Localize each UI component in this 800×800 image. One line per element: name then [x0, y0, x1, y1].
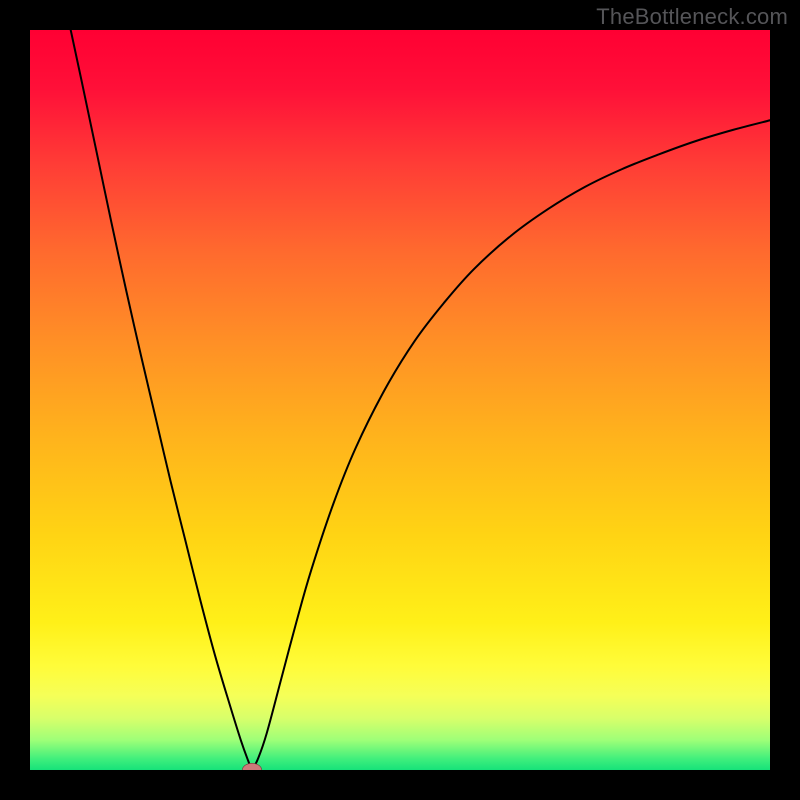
chart-container: TheBottleneck.com: [0, 0, 800, 800]
plot-background: [30, 30, 770, 770]
watermark-text: TheBottleneck.com: [596, 4, 788, 30]
bottleneck-chart: [0, 0, 800, 800]
